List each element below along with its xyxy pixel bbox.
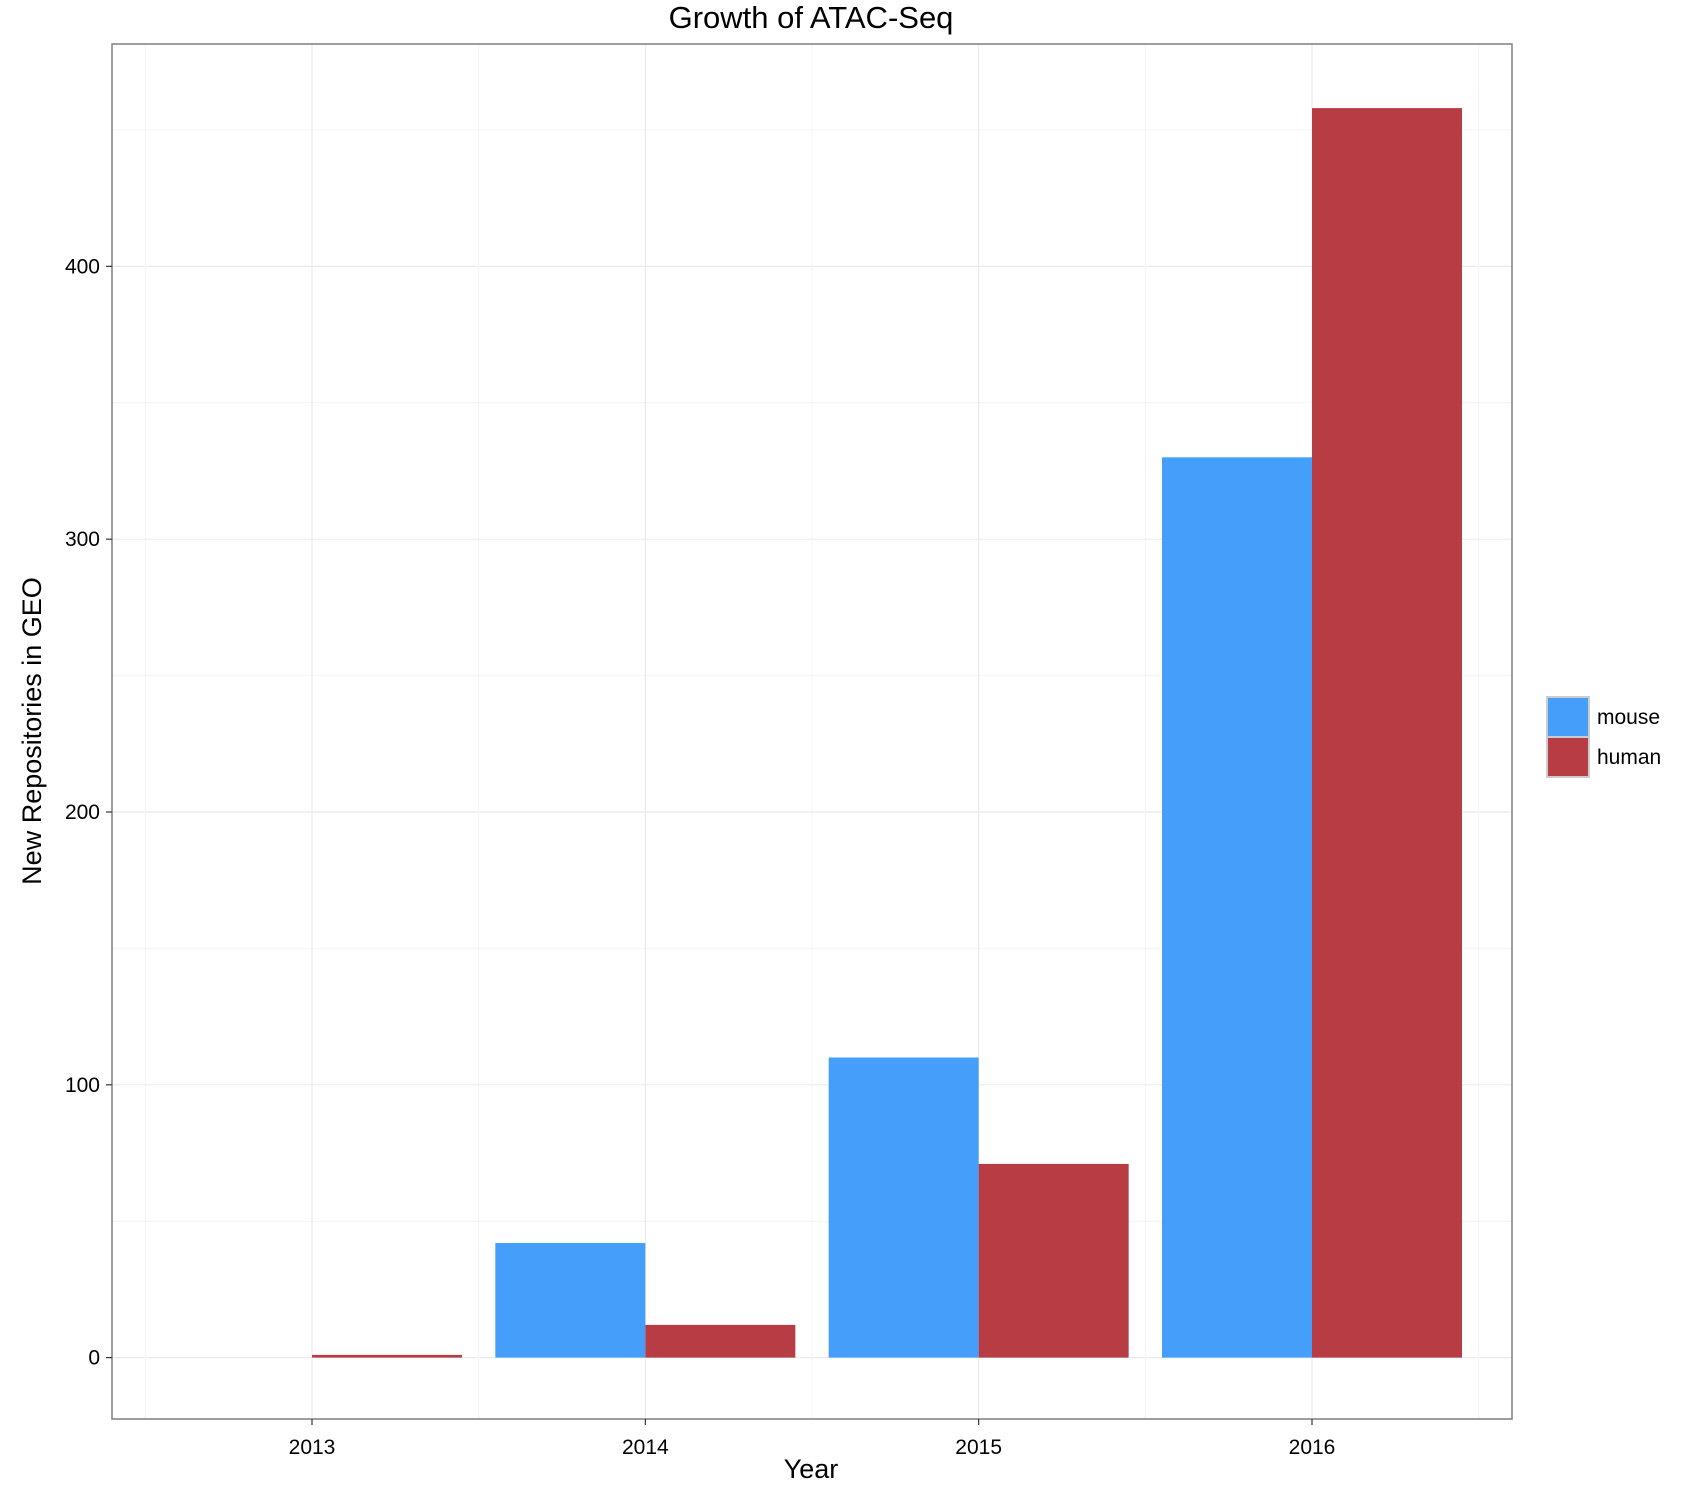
legend-label-human: human — [1597, 746, 1661, 769]
bars — [312, 108, 1462, 1358]
bar-human-2015 — [978, 1163, 1129, 1358]
x-tick-label: 2016 — [1289, 1436, 1336, 1459]
bar-mouse-2014 — [495, 1243, 646, 1358]
y-axis: 0 100 200 300 400 — [65, 255, 112, 1370]
bar-human-2016 — [1312, 108, 1462, 1358]
plot-border — [111, 43, 1513, 1420]
y-tick-label: 200 — [65, 801, 100, 824]
legend-label-mouse: mouse — [1597, 706, 1660, 729]
bar-human-2013 — [312, 1354, 462, 1358]
legend-key-human — [1546, 736, 1590, 778]
y-tick-label: 400 — [65, 255, 100, 278]
x-tick-label: 2015 — [955, 1436, 1002, 1459]
chart-title: Growth of ATAC-Seq — [669, 0, 954, 35]
bar-human-2014 — [645, 1324, 796, 1358]
bar-mouse-2016 — [1162, 457, 1312, 1358]
bar-mouse-2015 — [828, 1057, 979, 1358]
y-tick-label: 300 — [65, 528, 100, 551]
x-axis-title: Year — [784, 1454, 839, 1484]
y-tick-label: 0 — [88, 1347, 100, 1370]
x-tick-label: 2013 — [289, 1436, 336, 1459]
x-tick-label: 2014 — [622, 1436, 669, 1459]
y-axis-title: New Repositories in GEO — [17, 577, 47, 885]
x-axis: 2013 2014 2015 2016 — [289, 1419, 1336, 1459]
legend: mouse human — [1546, 696, 1661, 778]
legend-key-mouse — [1546, 696, 1590, 738]
y-tick-label: 100 — [65, 1074, 100, 1097]
